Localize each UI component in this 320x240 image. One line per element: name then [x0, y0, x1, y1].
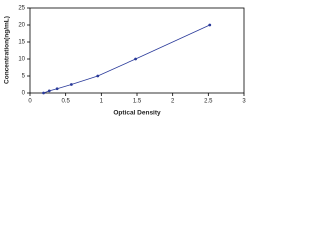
y-tick-label: 15 [18, 40, 25, 46]
point [96, 74, 100, 78]
y-tick-label: 25 [18, 6, 25, 12]
x-tick-label: 0.5 [61, 99, 70, 105]
plot-frame [29, 7, 245, 94]
point [208, 23, 212, 27]
curve [43, 24, 210, 94]
x-tick-label: 1.5 [133, 99, 142, 105]
x-tick-label: 1 [100, 99, 104, 105]
x-axis-title: Optical Density [113, 110, 161, 117]
y-tick-label: 20 [18, 23, 25, 29]
x-tick-label: 3 [242, 99, 246, 105]
point [134, 57, 137, 61]
x-tick-label: 2.5 [204, 99, 213, 105]
x-tick-label: 0 [28, 99, 32, 105]
y-tick-label: 5 [22, 74, 26, 80]
x-tick-label: 2 [171, 99, 175, 105]
point [47, 89, 51, 93]
y-tick-label: 0 [22, 91, 26, 97]
chart: Optical Density Concentration(ng/mL) 0 0.… [4, 6, 247, 117]
point [55, 87, 59, 91]
y-axis-title: Concentration(ng/mL) [4, 16, 11, 84]
point [69, 83, 73, 86]
point [42, 91, 45, 95]
y-tick-label: 10 [18, 57, 25, 63]
